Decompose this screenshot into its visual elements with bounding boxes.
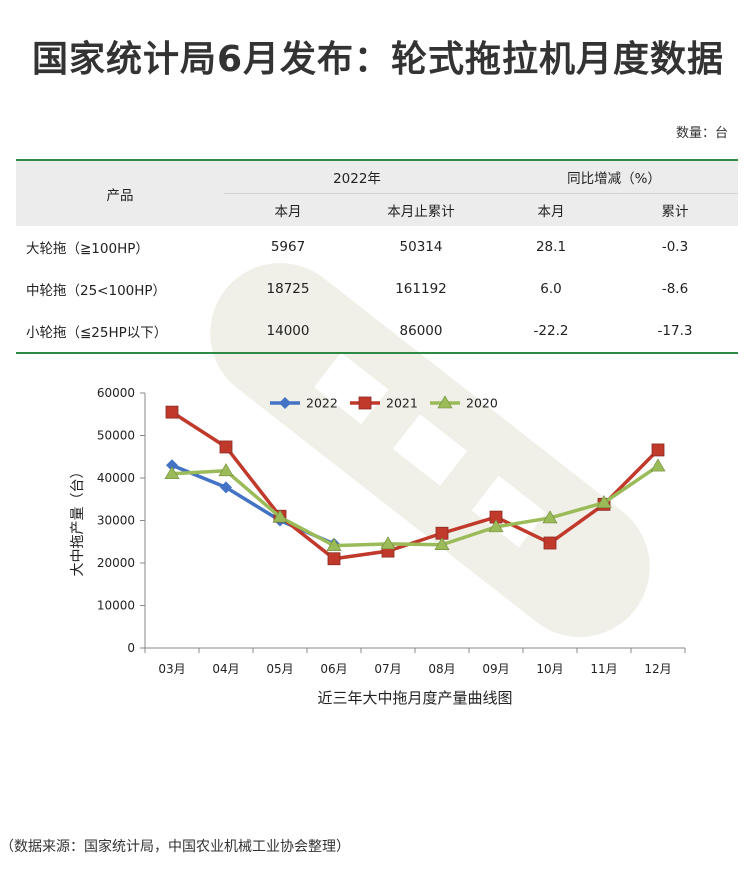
marker-square (358, 396, 372, 410)
y-tick-label: 50000 (97, 429, 135, 443)
x-tick-label: 08月 (428, 662, 455, 676)
header-cumulative: 本月止累计 (352, 193, 490, 226)
header-yoy-cumulative: 累计 (612, 193, 738, 226)
marker-triangle (272, 509, 288, 523)
header-yoy-month: 本月 (490, 193, 612, 226)
marker-triangle (542, 510, 558, 524)
x-tick-label: 11月 (590, 662, 617, 676)
marker-diamond (166, 459, 178, 472)
line-chart: 0 10000 20000 30000 40000 50000 60000 03月 04月 05月… (70, 386, 686, 707)
legend-label: 2022 (306, 396, 338, 411)
row-name: 小轮拖（≦25HP以下） (16, 310, 224, 354)
row-yoy-cumulative: -8.6 (661, 281, 689, 297)
marker-triangle (434, 537, 450, 551)
table-row: 中轮拖（25<100HP） 18725 161192 6.0 -8.6 (16, 268, 738, 310)
row-yoy-month: -22.2 (490, 310, 612, 354)
data-table: 产品 2022年 同比增减（%） 本月 本月止累计 本月 累计 大轮拖（≧100… (16, 159, 738, 354)
series-line-2020 (171, 464, 659, 548)
header-product: 产品 (16, 159, 224, 226)
marker-triangle (326, 537, 342, 551)
y-tick-label: 30000 (97, 514, 135, 528)
marker-triangle (164, 466, 180, 480)
marker-square (651, 443, 665, 457)
y-axis-title: 大中拖产量（台） (70, 465, 86, 577)
row-name: 大轮拖（≧100HP） (26, 241, 149, 257)
marker-square (327, 552, 341, 566)
x-tick-label: 06月 (320, 662, 347, 676)
source-note: （数据来源：国家统计局，中国农业机械工业协会整理） (0, 839, 350, 855)
table-row: 大轮拖（≧100HP） 5967 50314 28.1 -0.3 (16, 226, 738, 268)
row-name: 中轮拖（25<100HP） (26, 283, 167, 299)
y-tick-label: 60000 (97, 386, 135, 400)
x-tick-label: 04月 (212, 662, 239, 676)
y-tick-label: 10000 (97, 599, 135, 613)
row-yoy-month: 28.1 (535, 239, 567, 255)
table-row: 小轮拖（≦25HP以下） 14000 86000 -22.2 -17.3 (16, 310, 738, 354)
series-line-2021 (171, 410, 660, 561)
unit-label: 数量：台 (675, 126, 728, 141)
header-yoy: 同比增减（%） (490, 159, 738, 194)
row-cumulative: 50314 (399, 239, 443, 255)
row-yoy-cumulative: -17.3 (612, 310, 738, 354)
marker-triangle (596, 495, 612, 508)
x-tick-label: 09月 (482, 662, 509, 676)
marker-triangle (488, 519, 504, 533)
header-month: 本月 (224, 193, 352, 226)
x-tick-label: 10月 (536, 662, 563, 676)
marker-triangle (218, 463, 234, 477)
marker-triangle (650, 458, 666, 472)
marker-diamond (220, 481, 232, 494)
y-tick-label: 40000 (97, 471, 135, 485)
marker-triangle (437, 395, 453, 409)
marker-square (165, 405, 179, 419)
marker-square (543, 536, 557, 550)
marker-diamond (279, 397, 291, 409)
x-tick-label: 05月 (266, 662, 293, 676)
y-tick-label: 20000 (97, 556, 135, 570)
marker-square (219, 440, 233, 454)
row-cumulative: 86000 (352, 310, 490, 354)
marker-triangle (380, 536, 396, 550)
page-title: 国家统计局6月发布：轮式拖拉机月度数据 (31, 39, 725, 80)
header-2022: 2022年 (224, 159, 490, 194)
row-cumulative: 161192 (395, 281, 447, 297)
x-tick-label: 03月 (158, 662, 185, 676)
row-month: 14000 (224, 310, 352, 354)
x-tick-label: 07月 (374, 662, 401, 676)
y-tick-label: 0 (127, 641, 135, 655)
row-yoy-month: 6.0 (540, 281, 562, 297)
x-tick-label: 12月 (644, 662, 671, 676)
legend-label: 2020 (466, 396, 498, 411)
legend-label: 2021 (386, 396, 418, 411)
x-axis-title: 近三年大中拖月度产量曲线图 (317, 689, 512, 707)
row-yoy-cumulative: -0.3 (661, 239, 689, 255)
row-month: 18725 (266, 281, 310, 297)
row-month: 5967 (270, 239, 306, 255)
